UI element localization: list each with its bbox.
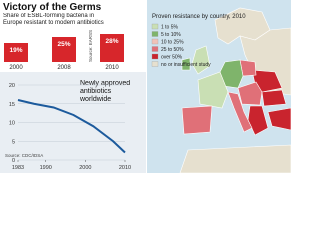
legend-swatch xyxy=(151,61,159,67)
x-tick-label: 2010 xyxy=(105,65,119,71)
x-tick-label: 1990 xyxy=(40,165,52,171)
source: Source: CDC/IDSA xyxy=(5,153,43,158)
legend-label: 10 to 25% xyxy=(161,40,184,46)
africa xyxy=(179,144,291,173)
y-tick-label: 0 xyxy=(12,158,15,164)
iberia xyxy=(181,105,213,135)
line xyxy=(17,99,126,154)
turkey xyxy=(267,107,291,131)
balkans xyxy=(237,81,263,106)
y-tick-label: 20 xyxy=(9,83,15,89)
infographic: Victory of the Germs Share of ESBL-formi… xyxy=(0,0,291,173)
y-tick-label: 10 xyxy=(9,121,15,127)
value-label: 28% xyxy=(105,38,118,45)
britain xyxy=(191,45,211,75)
bar xyxy=(4,43,28,62)
bar xyxy=(100,34,124,62)
legend-swatch xyxy=(151,53,159,60)
legend-label: 1 to 5% xyxy=(161,25,179,31)
legend-swatch xyxy=(151,38,159,45)
value-label: 25% xyxy=(57,41,70,48)
legend-swatch xyxy=(151,31,159,37)
subtitle-box: Share of ESBL-forming bacteria in Europe… xyxy=(3,13,104,26)
map-shapes xyxy=(179,7,291,173)
legend-label: over 50% xyxy=(161,55,183,61)
legend-label: 5 to 10% xyxy=(161,32,181,38)
x-tick-label: 2008 xyxy=(57,65,71,71)
line-title: Newly approved antibiotics worldwide xyxy=(80,80,131,103)
france xyxy=(197,71,229,109)
line-title-box: Newly approved antibiotics worldwide xyxy=(80,80,131,103)
value-label: 19% xyxy=(9,47,22,54)
legend-label: no or insufficient study xyxy=(161,62,211,68)
romania xyxy=(261,89,287,107)
x-tick-label: 2010 xyxy=(119,165,131,171)
bar xyxy=(52,37,76,62)
ireland xyxy=(181,57,191,71)
italy xyxy=(227,91,253,133)
map-title: Proven resistance by country, 2010 xyxy=(152,14,246,20)
y-tick-label: 15 xyxy=(9,102,15,108)
legend-swatch xyxy=(151,23,159,30)
legend-label: 25 to 50% xyxy=(161,47,184,53)
chart-title: Victory of the Germs xyxy=(3,2,102,13)
legend-swatch xyxy=(151,46,159,52)
x-tick-label: 2000 xyxy=(79,165,91,171)
source: Source: EARSS xyxy=(88,30,93,62)
y-tick-label: 5 xyxy=(12,139,15,145)
ukraine xyxy=(251,69,283,93)
x-tick-label: 2000 xyxy=(9,65,23,71)
greece xyxy=(247,105,269,136)
chart-subtitle: Share of ESBL-forming bacteria in Europe… xyxy=(3,13,104,26)
x-tick-label: 1983 xyxy=(12,165,24,171)
